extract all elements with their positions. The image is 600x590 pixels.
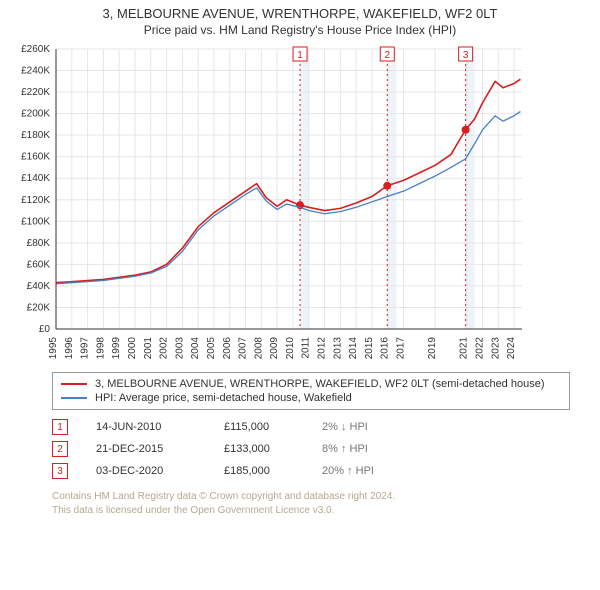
sale-marker-row: 1 14-JUN-2010 £115,000 2% ↓ HPI <box>52 416 570 438</box>
svg-text:2023: 2023 <box>490 337 501 360</box>
svg-text:£60K: £60K <box>27 259 51 270</box>
svg-text:£40K: £40K <box>27 281 51 292</box>
legend-label: 3, MELBOURNE AVENUE, WRENTHORPE, WAKEFIE… <box>95 378 545 390</box>
svg-text:£0: £0 <box>39 324 51 335</box>
svg-text:1: 1 <box>297 50 303 61</box>
sale-price: £133,000 <box>224 443 294 455</box>
legend-swatch <box>61 383 87 385</box>
svg-text:£180K: £180K <box>21 130 50 141</box>
svg-text:£200K: £200K <box>21 109 50 120</box>
price-chart: £0 £20K £40K £60K £80K £100K £120K £140K £160K £1… <box>8 43 582 366</box>
svg-text:2007: 2007 <box>238 337 249 360</box>
license-text: Contains HM Land Registry data © Crown c… <box>52 490 570 517</box>
chart-legend: 3, MELBOURNE AVENUE, WRENTHORPE, WAKEFIE… <box>52 372 570 410</box>
sale-markers-table: 1 14-JUN-2010 £115,000 2% ↓ HPI 2 21-DEC-2015… <box>52 416 570 482</box>
sale-vs-hpi: 8% ↑ HPI <box>322 443 432 455</box>
legend-item: 3, MELBOURNE AVENUE, WRENTHORPE, WAKEFIE… <box>61 377 561 391</box>
svg-text:2004: 2004 <box>190 337 201 360</box>
legend-label: HPI: Average price, semi-detached house,… <box>95 392 352 404</box>
svg-text:2003: 2003 <box>174 337 185 360</box>
svg-text:2009: 2009 <box>269 337 280 360</box>
svg-text:2013: 2013 <box>332 337 343 360</box>
sale-price: £185,000 <box>224 465 294 477</box>
license-line: This data is licensed under the Open Gov… <box>52 504 570 518</box>
sale-date: 21-DEC-2015 <box>96 443 196 455</box>
page-title: 3, MELBOURNE AVENUE, WRENTHORPE, WAKEFIE… <box>10 6 590 21</box>
svg-text:2: 2 <box>384 50 390 61</box>
svg-text:1995: 1995 <box>48 337 59 360</box>
svg-text:3: 3 <box>463 50 469 61</box>
legend-swatch <box>61 397 87 399</box>
svg-text:2019: 2019 <box>427 337 438 360</box>
svg-text:1996: 1996 <box>64 337 75 360</box>
svg-text:2001: 2001 <box>143 337 154 360</box>
sale-date: 03-DEC-2020 <box>96 465 196 477</box>
sale-price: £115,000 <box>224 421 294 433</box>
legend-item: HPI: Average price, semi-detached house,… <box>61 391 561 405</box>
sale-marker-number: 2 <box>52 441 68 457</box>
svg-text:2017: 2017 <box>396 337 407 360</box>
svg-text:£260K: £260K <box>21 44 50 55</box>
svg-text:2010: 2010 <box>285 337 296 360</box>
svg-text:£20K: £20K <box>27 302 51 313</box>
svg-text:2024: 2024 <box>506 337 517 360</box>
svg-text:2012: 2012 <box>317 337 328 360</box>
svg-text:2000: 2000 <box>127 337 138 360</box>
svg-text:2016: 2016 <box>380 337 391 360</box>
svg-text:£80K: £80K <box>27 238 51 249</box>
svg-text:£100K: £100K <box>21 216 50 227</box>
svg-text:2011: 2011 <box>301 337 312 359</box>
sale-marker-number: 3 <box>52 463 68 479</box>
page-subtitle: Price paid vs. HM Land Registry's House … <box>10 23 590 37</box>
svg-text:£240K: £240K <box>21 66 50 77</box>
svg-text:1998: 1998 <box>95 337 106 360</box>
svg-text:£140K: £140K <box>21 173 50 184</box>
svg-text:£160K: £160K <box>21 152 50 163</box>
svg-text:2006: 2006 <box>222 337 233 360</box>
sale-date: 14-JUN-2010 <box>96 421 196 433</box>
svg-text:£120K: £120K <box>21 195 50 206</box>
sale-vs-hpi: 20% ↑ HPI <box>322 465 432 477</box>
sale-marker-row: 2 21-DEC-2015 £133,000 8% ↑ HPI <box>52 438 570 460</box>
sale-vs-hpi: 2% ↓ HPI <box>322 421 432 433</box>
svg-text:2022: 2022 <box>475 337 486 360</box>
sale-marker-number: 1 <box>52 419 68 435</box>
svg-text:1999: 1999 <box>111 337 122 360</box>
license-line: Contains HM Land Registry data © Crown c… <box>52 490 570 504</box>
sale-marker-row: 3 03-DEC-2020 £185,000 20% ↑ HPI <box>52 460 570 482</box>
svg-text:2015: 2015 <box>364 337 375 360</box>
svg-text:2008: 2008 <box>253 337 264 360</box>
svg-text:1997: 1997 <box>80 337 91 360</box>
svg-text:2021: 2021 <box>459 337 470 360</box>
svg-text:2014: 2014 <box>348 337 359 360</box>
svg-text:£220K: £220K <box>21 87 50 98</box>
svg-text:2005: 2005 <box>206 337 217 360</box>
svg-text:2002: 2002 <box>159 337 170 360</box>
